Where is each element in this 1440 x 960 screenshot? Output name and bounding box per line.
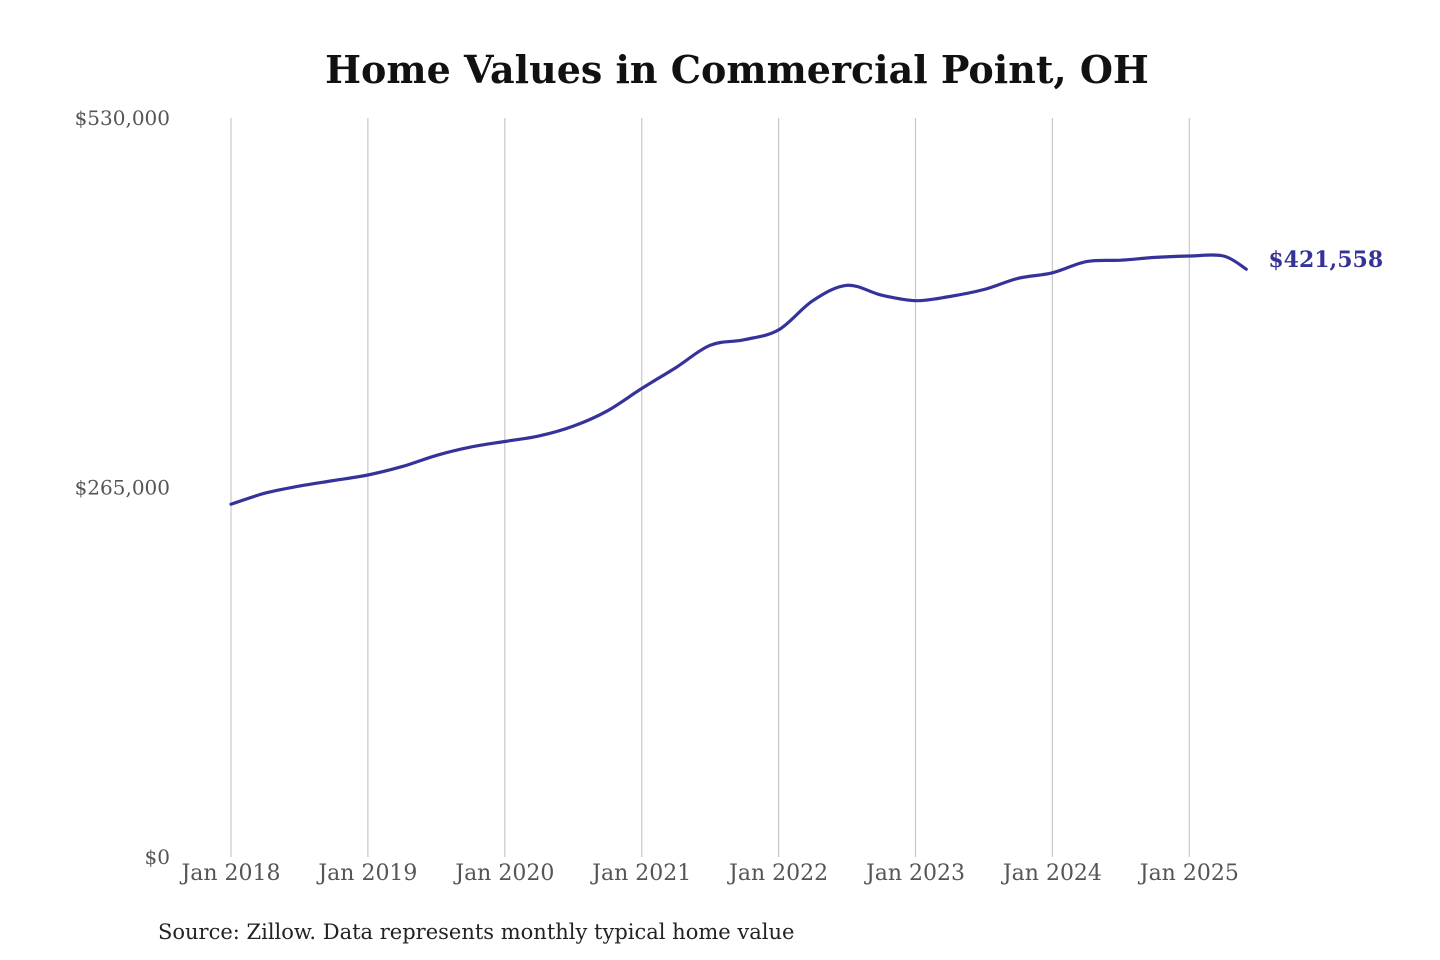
x-tick-label: Jan 2025 [1138,861,1239,886]
x-tick-label: Jan 2020 [453,861,554,886]
x-tick-label: Jan 2018 [179,861,280,886]
grid-lines [230,118,1190,857]
series-layer: $421,558 [229,247,1383,506]
x-tick-label: Jan 2022 [727,861,828,886]
series-line-1 [229,253,1248,506]
x-tick-label: Jan 2023 [864,861,965,886]
x-axis: Jan 2018 Jan 2019 Jan 2020 Jan 2021 Jan 2022… [179,861,1238,886]
y-tick-label: $530,000 [75,106,170,130]
chart-title: Home Values in Commercial Point, OH [325,47,1149,92]
y-axis: $0 $265,000 $530,000 [75,106,170,869]
x-tick-label: Jan 2021 [590,861,691,886]
y-tick-label: $0 [145,845,170,869]
x-tick-label: Jan 2019 [316,861,417,886]
end-value-label: $421,558 [1268,247,1383,273]
y-tick-label: $265,000 [75,476,170,500]
x-tick-label: Jan 2024 [1001,861,1102,886]
source-note: Source: Zillow. Data represents monthly … [158,920,794,944]
